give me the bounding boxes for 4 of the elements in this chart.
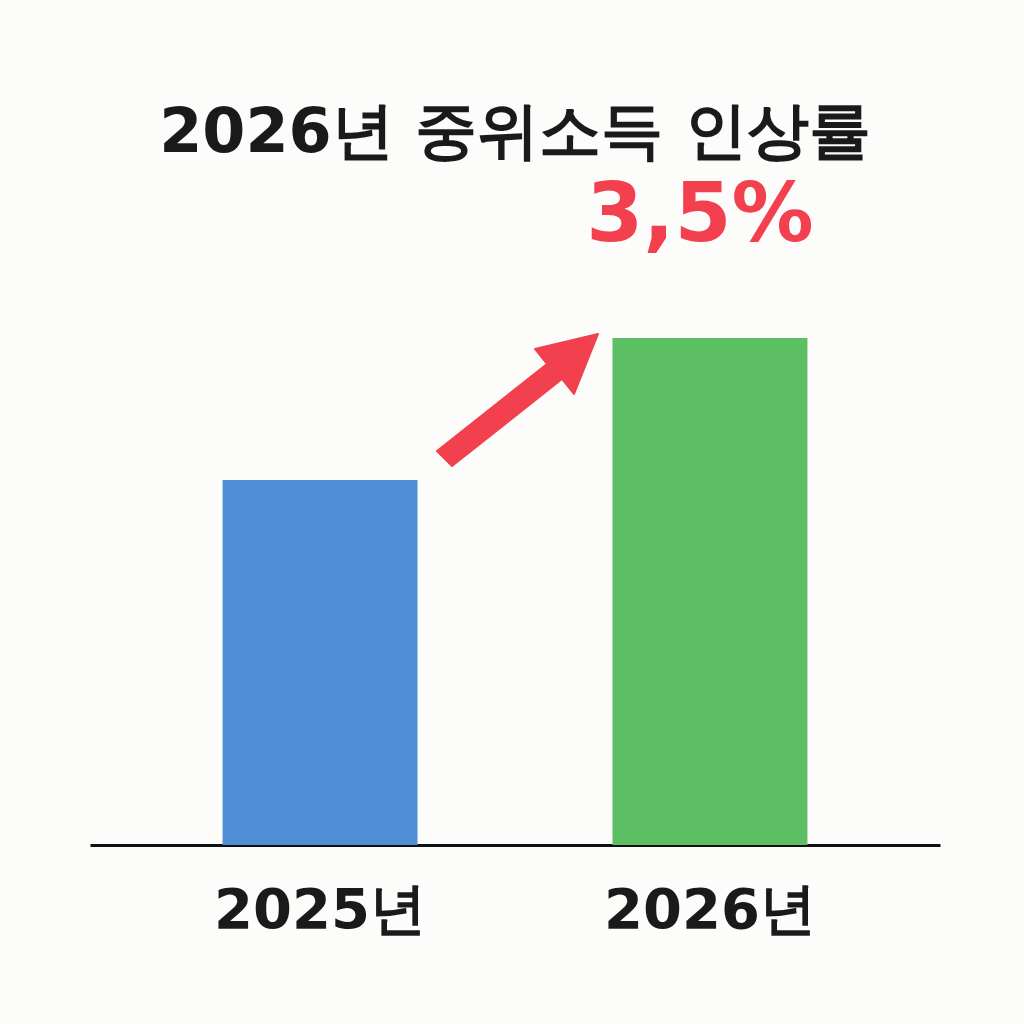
x-tick-label: 2026년 bbox=[604, 875, 816, 941]
chart-title: 2026년 중위소득 인상률 bbox=[159, 94, 871, 167]
x-tick-label: 2025년 bbox=[214, 875, 426, 941]
annotation: 3,5% bbox=[586, 165, 814, 260]
